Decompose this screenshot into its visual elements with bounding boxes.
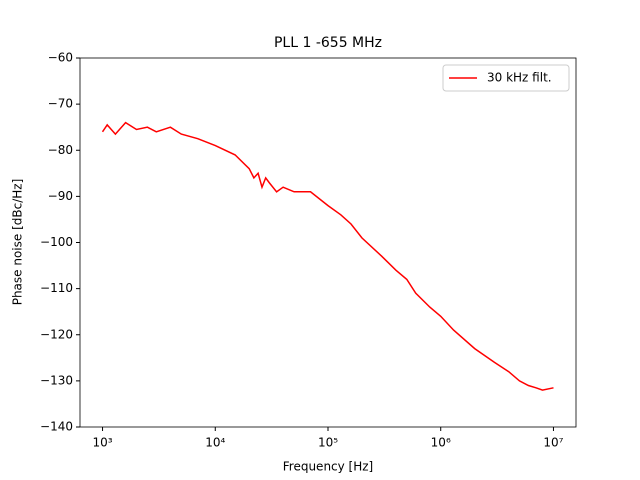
y-tick-label: −120 (40, 327, 73, 341)
chart-title: PLL 1 -655 MHz (274, 35, 382, 51)
x-tick-label: 10⁴ (205, 436, 225, 450)
x-tick-label: 10⁷ (543, 436, 563, 450)
y-tick-label: −60 (48, 51, 73, 65)
y-tick-label: −100 (40, 235, 73, 249)
x-tick-label: 10⁶ (431, 436, 451, 450)
y-tick-label: −80 (48, 143, 73, 157)
legend-label: 30 kHz filt. (487, 71, 552, 85)
y-tick-label: −70 (48, 97, 73, 111)
series-line (101, 121, 554, 391)
x-tick-label: 10⁵ (318, 436, 338, 450)
plot-frame (79, 57, 577, 428)
y-tick-label: −90 (48, 189, 73, 203)
legend-box (442, 64, 570, 92)
y-tick-label: −140 (40, 420, 73, 434)
x-axis-label: Frequency [Hz] (283, 460, 374, 474)
y-tick-label: −110 (40, 281, 73, 295)
x-tick-label: 10³ (92, 436, 112, 450)
y-axis-label: Phase noise [dBc/Hz] (11, 179, 25, 306)
y-tick-label: −130 (40, 373, 73, 387)
